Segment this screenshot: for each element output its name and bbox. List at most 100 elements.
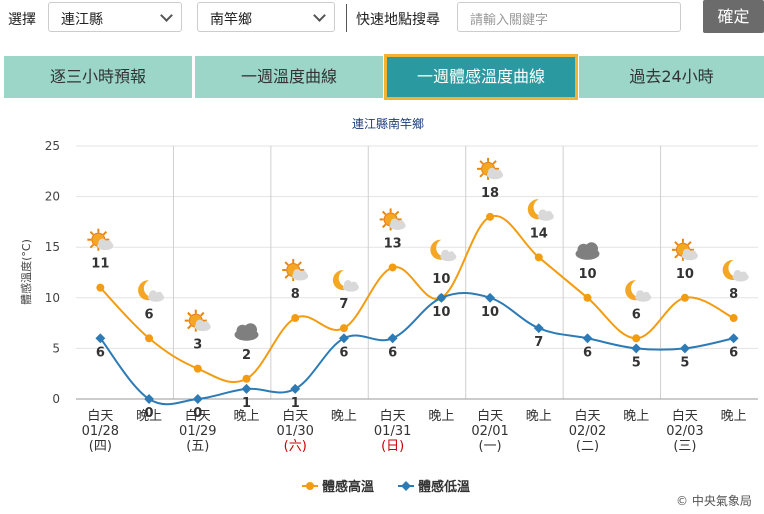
small-cloud-shape	[681, 248, 698, 261]
cloudy-icon	[575, 242, 600, 260]
confirm-button[interactable]: 確定	[703, 0, 764, 33]
y-tick-label: 5	[52, 341, 60, 355]
low-data-label: 5	[680, 355, 689, 370]
high-data-label: 14	[530, 226, 548, 241]
high-data-label: 18	[481, 186, 499, 201]
x-tick-label: 白天	[477, 408, 503, 424]
x-tick-label: 白天	[380, 408, 406, 424]
small-cloud-shape	[194, 319, 211, 332]
x-weekday-label: (六)	[284, 439, 307, 454]
search-label: 快速地點搜尋	[356, 12, 440, 28]
x-weekday-label: (日)	[381, 439, 404, 454]
apparent-temperature-chart: 連江縣南竿鄉 0510152025體感溫度(°C)白天 晚上 白天 晚上 白天 晚上 白天晚…	[19, 116, 758, 495]
tab-past-24hr[interactable]: 過去24小時	[579, 56, 764, 98]
low-data-label: 6	[583, 345, 592, 360]
sun-cloud-icon	[86, 227, 114, 252]
x-weekday-label: (五)	[186, 439, 209, 454]
small-cloud-shape	[440, 249, 457, 262]
copyright-text: © 中央氣象局	[676, 494, 752, 508]
high-data-point	[193, 364, 202, 373]
tab-3hr-forecast[interactable]: 逐三小時預報	[4, 56, 192, 98]
low-data-label: 6	[729, 345, 738, 360]
low-data-label: 10	[432, 305, 450, 320]
tab-week-temp-curve[interactable]: 一週溫度曲線	[195, 56, 383, 98]
moon-cloud-icon	[722, 259, 749, 282]
y-axis-label: 體感溫度(°C)	[19, 239, 33, 305]
low-data-point	[679, 343, 690, 354]
low-data-point	[192, 394, 203, 404]
low-data-point	[582, 333, 593, 344]
x-weekday-label: (二)	[576, 439, 599, 454]
high-data-label: 10	[676, 267, 694, 282]
low-data-point	[728, 333, 739, 344]
sun-cloud-icon	[670, 237, 698, 262]
high-data-point	[680, 293, 689, 302]
x-tick-label: 晚上	[233, 409, 259, 424]
small-cloud-shape	[635, 290, 652, 302]
y-tick-label: 10	[45, 291, 60, 305]
low-data-label: 10	[481, 305, 499, 320]
x-weekday-label: (三)	[673, 439, 696, 454]
high-data-label: 8	[291, 287, 300, 302]
moon-cloud-icon	[430, 239, 457, 262]
high-data-point	[339, 324, 348, 333]
legend-label: 體感高溫	[322, 479, 374, 495]
cloud-shape	[575, 242, 600, 260]
chevron-down-icon	[160, 9, 173, 22]
high-data-point	[291, 314, 300, 323]
low-data-label: 1	[242, 396, 251, 411]
high-data-label: 11	[91, 257, 109, 272]
high-data-point	[729, 314, 738, 323]
y-tick-label: 0	[52, 392, 60, 406]
small-cloud-shape	[487, 167, 504, 180]
legend-swatch-marker	[306, 482, 314, 490]
high-data-label: 6	[145, 307, 154, 322]
tab-week-apparent-temp-curve[interactable]: 一週體感溫度曲線	[384, 54, 578, 100]
low-data-label: 1	[291, 396, 300, 411]
low-data-label: 7	[534, 335, 543, 350]
high-data-label: 10	[432, 272, 450, 287]
township-select[interactable]: 南竿鄉	[197, 2, 335, 32]
high-data-point	[632, 334, 641, 343]
low-data-point	[631, 343, 642, 354]
county-select-value: 連江縣	[61, 12, 103, 28]
high-data-label: 7	[339, 297, 348, 312]
low-data-point	[436, 292, 447, 303]
x-tick-label: 白天	[574, 408, 600, 424]
low-data-point	[290, 383, 301, 394]
low-data-point	[533, 323, 544, 334]
x-date-label: 02/02	[569, 424, 606, 439]
low-data-point	[144, 394, 155, 404]
high-series-line	[99, 214, 735, 384]
high-data-label: 6	[632, 307, 641, 322]
small-cloud-shape	[342, 280, 359, 292]
legend-swatch-marker	[401, 481, 411, 491]
x-weekday-label: (一)	[478, 439, 501, 454]
x-date-label: 02/03	[666, 424, 703, 439]
x-date-label: 01/31	[374, 424, 411, 439]
small-cloud-shape	[732, 270, 749, 282]
high-data-label: 8	[729, 287, 738, 302]
sun-cloud-icon	[281, 258, 309, 283]
low-data-point	[241, 383, 252, 394]
x-date-label: 01/30	[276, 424, 313, 439]
small-cloud-shape	[97, 238, 114, 251]
low-data-label: 6	[388, 345, 397, 360]
high-data-point	[242, 374, 251, 383]
x-tick-label: 晚上	[623, 409, 649, 424]
chart-title: 連江縣南竿鄉	[352, 116, 424, 131]
x-tick-label: 晚上	[331, 409, 357, 424]
cloudy-icon	[234, 323, 259, 341]
high-data-point	[145, 334, 154, 343]
low-data-point	[338, 333, 349, 344]
search-input[interactable]: 請輸入關鍵字	[457, 2, 681, 32]
moon-cloud-icon	[527, 199, 554, 221]
x-date-label: 01/29	[179, 424, 216, 439]
high-data-point	[486, 212, 495, 221]
low-data-label: 6	[339, 345, 348, 360]
county-select[interactable]: 連江縣	[48, 2, 182, 32]
high-data-point	[583, 293, 592, 302]
x-tick-label: 白天	[87, 408, 113, 424]
low-data-label: 0	[145, 406, 154, 421]
high-data-point	[388, 263, 397, 272]
